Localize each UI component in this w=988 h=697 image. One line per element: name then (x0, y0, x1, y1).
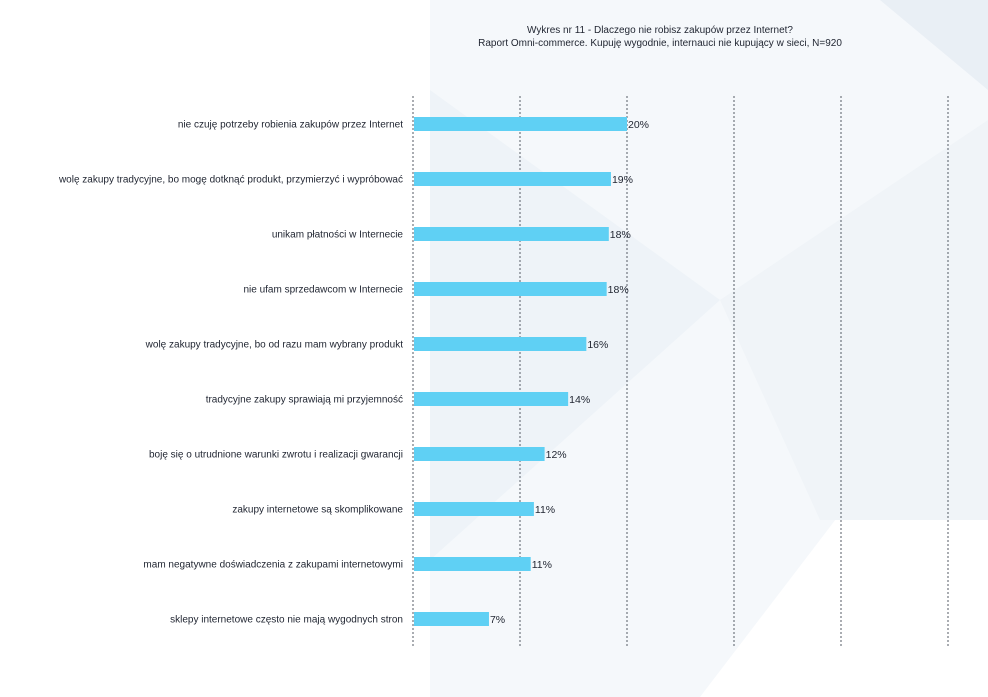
value-label: 18% (608, 284, 629, 296)
bar (414, 612, 489, 626)
category-label: wolę zakupy tradycyjne, bo od razu mam w… (145, 340, 404, 351)
category-label: boję się o utrudnione warunki zwrotu i r… (149, 450, 403, 461)
value-label: 7% (490, 614, 505, 626)
bar (414, 502, 534, 516)
background-shape (430, 90, 720, 560)
bars: nie czuję potrzeby robienia zakupów prze… (58, 117, 649, 626)
category-label: nie ufam sprzedawcom w Internecie (243, 285, 403, 296)
category-label: tradycyjne zakupy sprawiają mi przyjemno… (206, 395, 403, 406)
category-label: unikam płatności w Internecie (272, 230, 404, 241)
value-label: 20% (628, 119, 649, 131)
value-label: 18% (610, 229, 631, 241)
background-shape (880, 0, 988, 90)
category-label: zakupy internetowe są skomplikowane (232, 505, 403, 516)
chart-subtitle: Raport Omni-commerce. Kupuję wygodnie, i… (478, 38, 842, 49)
bar (414, 337, 587, 351)
bar (414, 557, 531, 571)
value-label: 11% (532, 559, 552, 571)
value-label: 16% (587, 339, 608, 351)
bar (414, 227, 609, 241)
category-label: mam negatywne doświadczenia z zakupami i… (143, 560, 403, 571)
value-label: 19% (612, 174, 633, 186)
value-label: 12% (546, 449, 567, 461)
value-label: 11% (535, 504, 555, 516)
category-label: sklepy internetowe często nie mają wygod… (170, 615, 403, 626)
background-shape (720, 120, 988, 520)
bar (414, 392, 569, 406)
bar (414, 117, 627, 131)
bar (414, 172, 611, 186)
bar (414, 447, 545, 461)
bar (414, 282, 607, 296)
chart-title-block: Wykres nr 11 - Dlaczego nie robisz zakup… (430, 24, 890, 50)
category-label: wolę zakupy tradycyjne, bo mogę dotknąć … (58, 175, 403, 186)
category-label: nie czuję potrzeby robienia zakupów prze… (178, 120, 403, 131)
value-label: 14% (569, 394, 590, 406)
chart-title: Wykres nr 11 - Dlaczego nie robisz zakup… (527, 25, 793, 36)
